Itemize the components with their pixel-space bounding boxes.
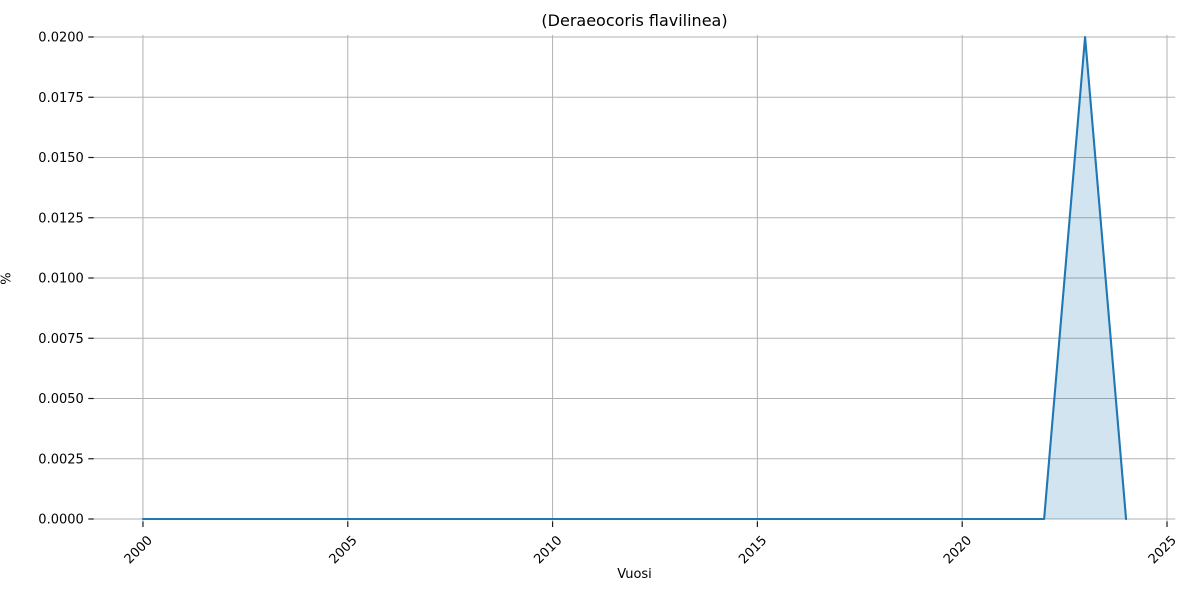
y-tick-label: 0.0100	[38, 272, 84, 287]
y-axis-label: %	[0, 272, 15, 285]
x-tick-label: 2000	[122, 533, 156, 567]
y-tick-label: 0.0025	[38, 452, 84, 467]
x-tick-label: 2025	[1146, 533, 1180, 567]
x-tick-label: 2010	[531, 533, 565, 567]
x-axis-label: Vuosi	[617, 567, 652, 582]
y-tick-label: 0.0175	[38, 91, 84, 106]
tick-labels: 2000 2005 2010 2015 2020 2025 0.0000 0.0025 0.00…	[38, 31, 1180, 568]
x-tick-label: 2005	[327, 533, 361, 567]
y-tick-label: 0.0000	[38, 513, 84, 528]
x-tick-label: 2020	[941, 533, 975, 567]
y-tick-label: 0.0075	[38, 332, 84, 347]
y-tick-label: 0.0125	[38, 211, 84, 226]
gridlines	[93, 35, 1176, 522]
chart-title: (Deraeocoris flavilinea)	[541, 11, 728, 30]
x-tick-label: 2015	[736, 533, 770, 567]
y-tick-label: 0.0150	[38, 151, 84, 166]
y-tick-label: 0.0050	[38, 392, 84, 407]
data-line	[141, 35, 1128, 521]
axis-ticks	[88, 36, 1168, 527]
y-tick-label: 0.0200	[38, 31, 84, 46]
